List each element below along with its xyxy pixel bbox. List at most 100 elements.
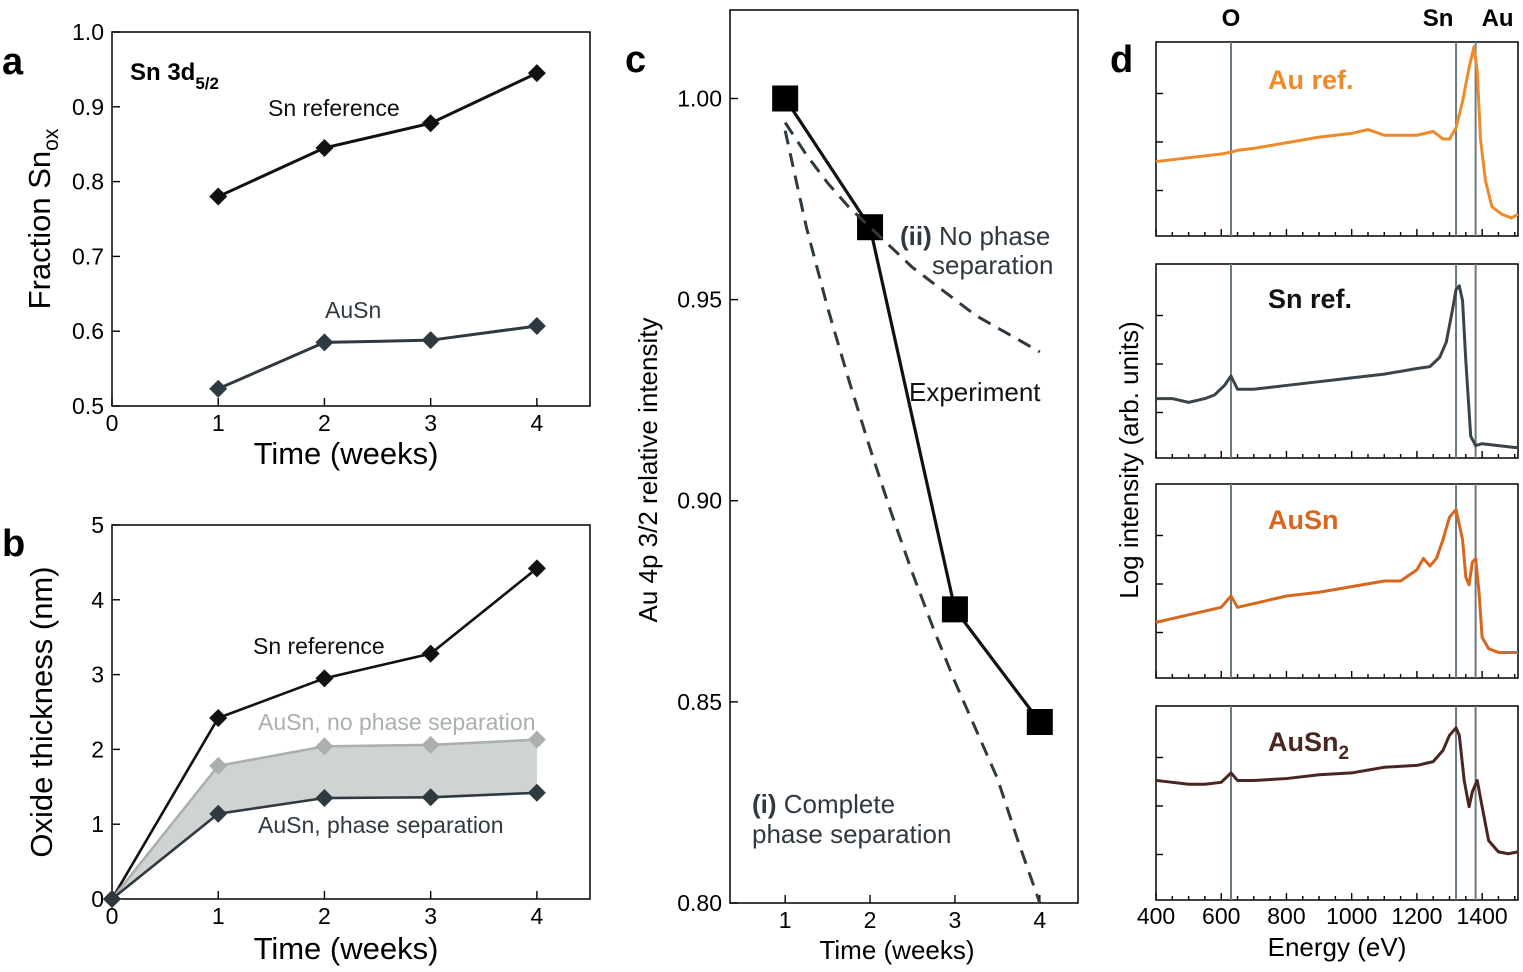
marker-c — [941, 596, 968, 623]
marker-b — [527, 783, 546, 802]
annotation-ii-line2: separation — [932, 250, 1053, 280]
marker-a — [527, 316, 546, 335]
panel-a-title-main: Sn 3d — [130, 59, 195, 86]
panel-c-series — [772, 85, 1053, 904]
panel-c-xlabel: Time (weeks) — [819, 935, 974, 965]
y-tick-label-b: 2 — [91, 736, 104, 762]
panel-c-ticks: 1 2 3 4 0.80 0.85 0.90 0.95 1.00 — [677, 85, 1046, 933]
legend-b-no-phase-separation: AuSn, no phase separation — [258, 709, 535, 735]
panel-d-subplot-2-frame — [1155, 263, 1519, 459]
marker-a — [315, 333, 334, 352]
element-label-2: Au — [1482, 5, 1514, 32]
marker-a — [421, 114, 440, 133]
x-tick-label-b: 2 — [318, 903, 331, 929]
panel-b-ylabel: Oxide thickness (nm) — [24, 566, 59, 857]
x-tick-label-a: 0 — [106, 410, 119, 436]
legend-a-sn-reference: Sn reference — [268, 95, 400, 121]
annotation-ii-tag: (ii) — [900, 221, 932, 251]
panel-a-ylabel: Fraction Snox — [22, 128, 63, 309]
panel-a: a 0 1 2 3 4 0.5 0.6 0.7 0.8 0.9 1.0 Sn 3d5/2 Sn re… — [2, 19, 591, 471]
marker-c — [772, 85, 799, 112]
series-line-c-0 — [783, 97, 1042, 723]
legend-a-ausn: AuSn — [325, 297, 381, 323]
panel-d-xlabel: Energy (eV) — [1268, 932, 1407, 962]
y-tick-label-a: 0.7 — [72, 243, 104, 269]
x-tick-label-d: 600 — [1202, 903, 1240, 929]
panel-b-ticks: 0 1 2 3 4 0 1 2 3 4 5 — [91, 512, 543, 929]
panel-d-subplot-4-frame — [1155, 705, 1519, 901]
annotation-i-line1: Complete — [777, 789, 896, 819]
x-tick-label-a: 4 — [530, 410, 543, 436]
panel-b-band — [112, 739, 537, 899]
legend-b-sn-reference: Sn reference — [253, 633, 385, 659]
y-tick-label-a: 0.5 — [72, 393, 104, 419]
spectrum-line-2 — [1155, 508, 1518, 654]
y-tick-label-a: 0.6 — [72, 318, 104, 344]
element-label-0: O — [1222, 5, 1241, 32]
annotation-no-phase-separation: (ii) No phase — [900, 221, 1050, 251]
x-tick-label-d: 1000 — [1326, 903, 1377, 929]
panel-b-xlabel: Time (weeks) — [254, 931, 439, 966]
x-tick-label-b: 0 — [106, 903, 119, 929]
spectrum-line-0 — [1155, 45, 1519, 220]
panel-a-ticks: 0 1 2 3 4 0.5 0.6 0.7 0.8 0.9 1.0 — [72, 19, 543, 436]
y-tick-label-b: 4 — [91, 587, 104, 613]
panel-d-subplot-3-frame — [1155, 483, 1519, 679]
x-tick-label-b: 3 — [424, 903, 437, 929]
y-tick-label-a: 1.0 — [72, 19, 104, 45]
marker-c — [1026, 708, 1053, 735]
marker-b — [527, 730, 546, 749]
x-tick-label-a: 1 — [212, 410, 225, 436]
marker-a — [315, 138, 334, 157]
marker-b — [527, 559, 546, 578]
y-tick-label-b: 0 — [91, 886, 104, 912]
spectrum-label-ausn2-sub: 2 — [1339, 743, 1350, 764]
x-tick-label-b: 1 — [212, 903, 225, 929]
spectrum-label-ausn: AuSn — [1268, 505, 1339, 535]
marker-b — [421, 735, 440, 754]
panel-c-frame — [729, 9, 1079, 904]
marker-b — [315, 789, 334, 808]
spectrum-label-au-ref: Au ref. — [1268, 65, 1354, 95]
panel-a-xlabel: Time (weeks) — [254, 436, 439, 471]
panel-d-series — [1155, 45, 1519, 856]
annotation-ii-line1: No phase — [932, 221, 1051, 251]
panel-a-series — [209, 64, 546, 398]
legend-b-phase-separation: AuSn, phase separation — [258, 812, 504, 838]
y-tick-label-c: 1.00 — [677, 85, 722, 111]
x-tick-label-c: 3 — [949, 907, 962, 933]
marker-a — [209, 379, 228, 398]
y-tick-label-b: 1 — [91, 811, 104, 837]
x-tick-label-c: 2 — [864, 907, 877, 933]
panel-label-a: a — [2, 41, 24, 83]
y-tick-label-c: 0.95 — [677, 287, 722, 313]
x-tick-label-c: 4 — [1033, 907, 1046, 933]
x-tick-label-a: 2 — [318, 410, 331, 436]
y-tick-label-c: 0.80 — [677, 890, 722, 916]
y-tick-label-c: 0.90 — [677, 488, 722, 514]
x-tick-label-d: 800 — [1267, 903, 1305, 929]
marker-b — [103, 890, 121, 908]
x-tick-label-c: 1 — [779, 907, 792, 933]
x-tick-label-d: 1200 — [1391, 903, 1442, 929]
annotation-complete-phase-separation: (i) Complete — [752, 789, 895, 819]
y-tick-label-c: 0.85 — [677, 689, 722, 715]
marker-b — [209, 756, 228, 775]
marker-a — [527, 64, 546, 83]
spectrum-line-1 — [1156, 284, 1518, 449]
series-line-a-0 — [217, 71, 538, 198]
series-line-a-1 — [217, 324, 538, 391]
panel-d-ticks: 400 600 800 1000 1200 1400 — [1137, 92, 1516, 929]
series-line-c-1 — [783, 121, 1041, 354]
marker-a — [209, 187, 228, 206]
spectrum-line-3 — [1155, 726, 1519, 856]
marker-b — [315, 669, 334, 688]
panel-c: c 1 2 3 4 0.80 0.85 0.90 0.95 1.00 (ii) No phase… — [625, 9, 1079, 965]
y-tick-label-b: 5 — [91, 512, 104, 538]
annotation-experiment: Experiment — [909, 377, 1041, 407]
panel-d-reference-lines: O Sn Au — [1222, 5, 1514, 900]
marker-b — [315, 737, 334, 756]
marker-b — [209, 708, 228, 727]
series-line-c-2 — [783, 130, 1042, 904]
marker-a — [421, 331, 440, 350]
